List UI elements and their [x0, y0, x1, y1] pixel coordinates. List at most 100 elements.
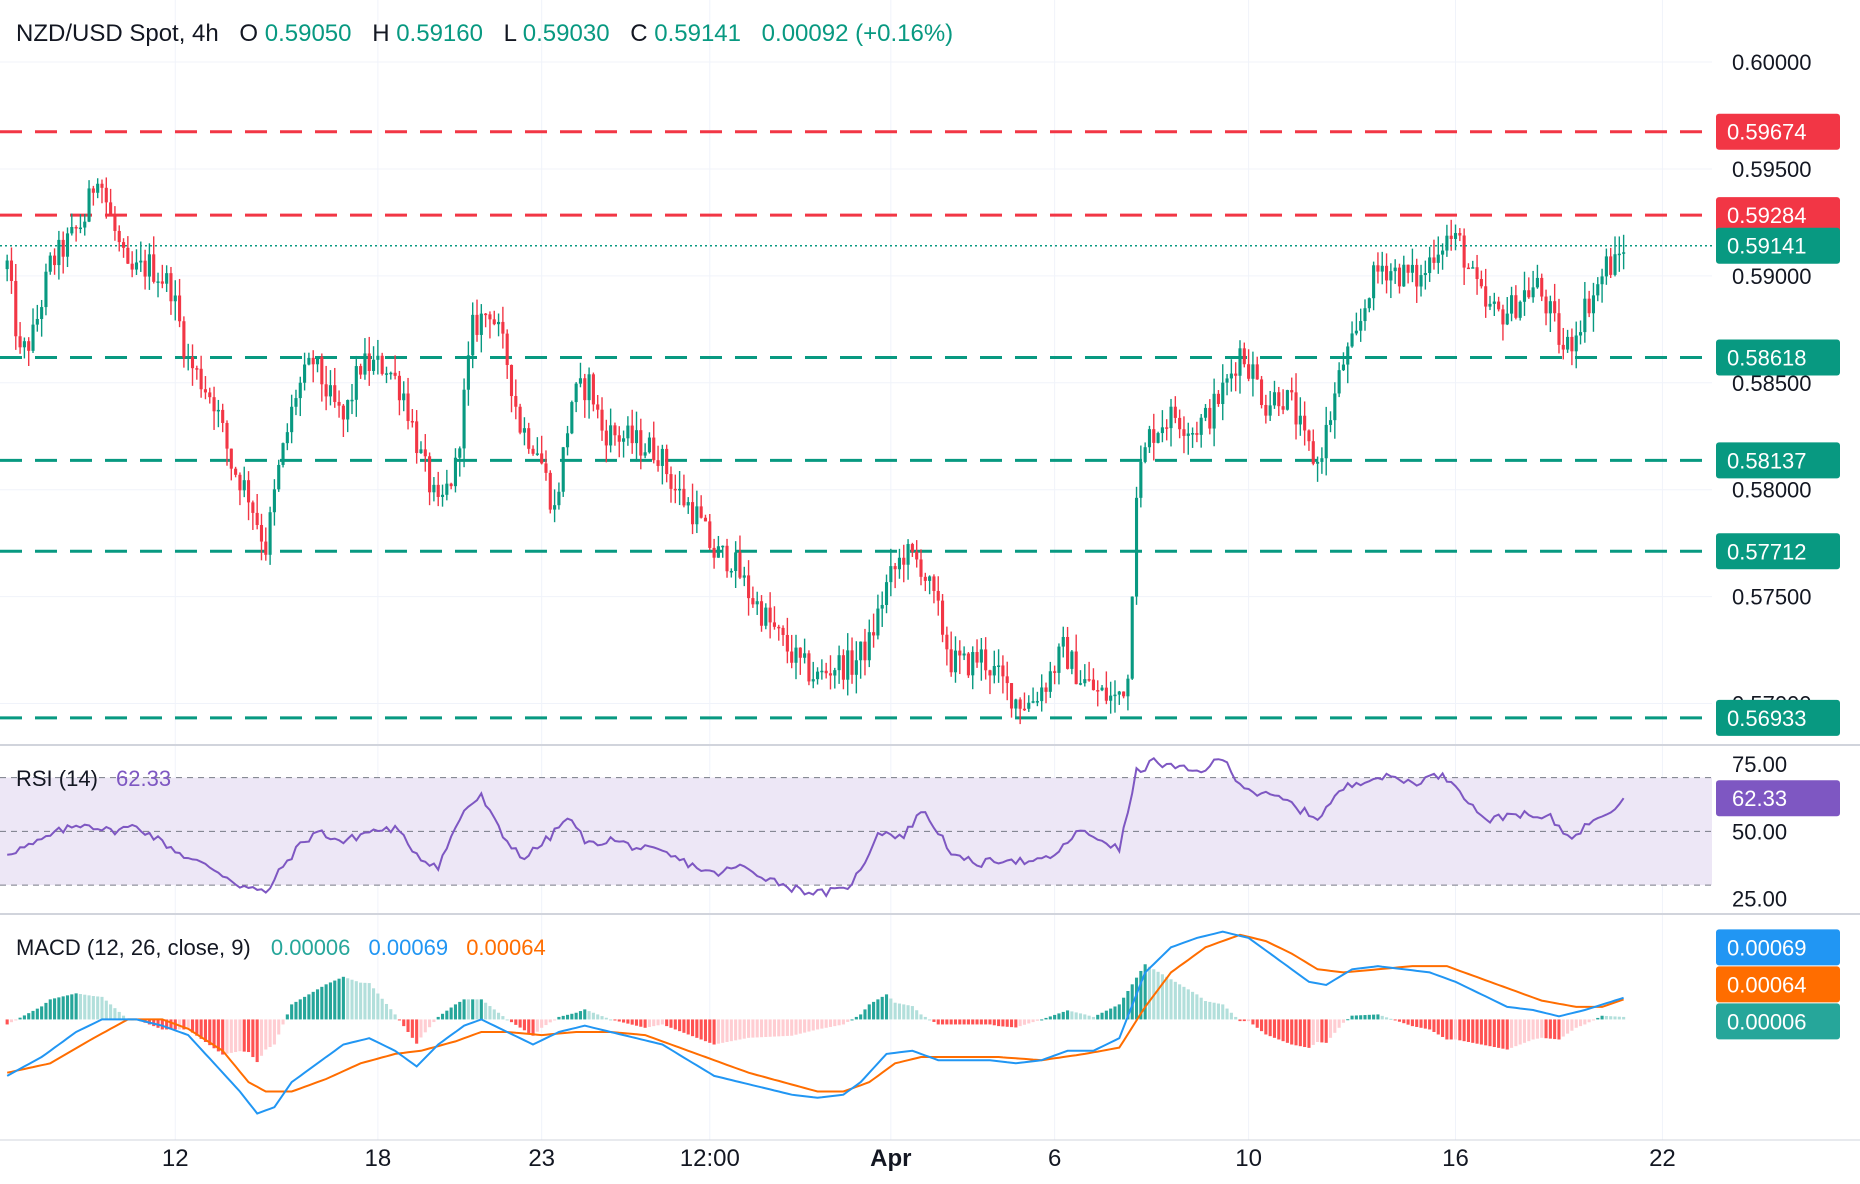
candle-body: [790, 651, 794, 663]
candle-body: [453, 457, 458, 487]
macd-histogram-bar: [837, 1019, 841, 1026]
candle-body: [1113, 694, 1117, 697]
macd-histogram-bar: [1199, 997, 1203, 1020]
candle-body: [1018, 699, 1022, 709]
macd-histogram-bar: [169, 1019, 173, 1030]
grid: [0, 0, 1860, 1141]
macd-histogram-bar: [1475, 1019, 1479, 1044]
candle-body: [22, 341, 26, 348]
candle-body: [1264, 405, 1268, 416]
macd-histogram-bar: [859, 1014, 863, 1020]
macd-histogram-bar: [18, 1017, 22, 1020]
candle-body: [48, 255, 52, 272]
candle-body: [199, 368, 203, 390]
candle-body: [1247, 364, 1251, 379]
candle-body: [337, 401, 341, 406]
candle-body: [1518, 301, 1522, 318]
macd-histogram-bar: [320, 986, 324, 1020]
macd-histogram-bar: [699, 1019, 703, 1040]
candle-body: [281, 443, 285, 465]
macd-legend: MACD (12, 26, close, 9) 0.00006 0.00069 …: [16, 935, 546, 960]
macd-histogram-bar: [531, 1019, 535, 1036]
candle-body: [1229, 373, 1233, 379]
candle-body: [647, 437, 651, 453]
candle-body: [1216, 393, 1220, 405]
macd-histogram-bar: [850, 1019, 854, 1021]
candle-body: [78, 227, 82, 230]
candle-body: [1617, 253, 1621, 256]
level-tag-0.58618: [1716, 339, 1840, 376]
macd-histogram-bar: [1242, 1019, 1246, 1022]
macd-histogram-bar: [747, 1019, 751, 1038]
macd-histogram-bar: [1316, 1019, 1320, 1042]
candle-body: [1035, 701, 1039, 703]
macd-histogram-value: 0.00006: [271, 935, 351, 960]
last-price-tag: [1716, 227, 1840, 264]
macd-histogram-bar: [1587, 1019, 1591, 1023]
level-label-0.58618: 0.58618: [1727, 346, 1807, 371]
candle-body: [1393, 267, 1397, 272]
macd-histogram-bar: [1393, 1019, 1397, 1021]
candle-body: [979, 649, 983, 663]
macd-histogram-bar: [1346, 1019, 1350, 1021]
macd-histogram-bar: [449, 1007, 453, 1020]
macd-histogram-bar: [1337, 1019, 1341, 1028]
candle-body: [484, 313, 488, 316]
macd-histogram-bar: [690, 1019, 695, 1037]
candle-body: [367, 353, 371, 371]
macd-histogram-bar: [1281, 1019, 1285, 1042]
macd-histogram-bar: [518, 1019, 522, 1028]
macd-histogram-bar: [820, 1019, 824, 1029]
macd-histogram-bar: [794, 1019, 798, 1035]
macd-histogram-bar: [1216, 1003, 1220, 1020]
macd-histogram-bar: [277, 1019, 281, 1035]
candle-body: [1492, 301, 1496, 304]
candle-body: [634, 430, 639, 444]
macd-histogram-bar: [1160, 974, 1164, 1020]
macd-histogram-bar: [751, 1019, 755, 1038]
macd-histogram-bar: [923, 1016, 927, 1020]
candle-body: [716, 546, 720, 558]
candle-body: [1372, 265, 1376, 299]
candle-body: [259, 525, 264, 542]
macd-histogram-bar: [83, 994, 87, 1020]
macd-histogram-bar: [1126, 991, 1130, 1020]
candle-body: [462, 389, 466, 449]
level-label-0.58137: 0.58137: [1727, 448, 1807, 473]
macd-histogram-bar: [14, 1019, 18, 1021]
macd-histogram-bar: [1428, 1019, 1432, 1030]
level-tag-0.58137: [1716, 442, 1840, 479]
macd-histogram-bar: [759, 1019, 764, 1038]
candle-body: [1091, 679, 1095, 691]
candle-body: [867, 632, 871, 661]
candle-body: [781, 627, 785, 635]
macd-histogram-bar: [333, 980, 337, 1020]
candle-body: [1453, 233, 1458, 239]
macd-histogram-bar: [1009, 1019, 1014, 1028]
candle-body: [811, 679, 815, 682]
candle-body: [1363, 308, 1367, 322]
candle-body: [1182, 429, 1186, 436]
candle-body: [997, 665, 1001, 667]
macd-histogram-bar: [941, 1019, 945, 1025]
candle-body: [393, 372, 397, 376]
candle-body: [1337, 370, 1341, 394]
candle-body: [1484, 286, 1488, 307]
candle-body: [923, 576, 927, 581]
macd-histogram-bar: [1195, 994, 1199, 1020]
macd-histogram-bar: [979, 1019, 983, 1025]
macd-histogram-bar: [1449, 1019, 1453, 1040]
candle-body: [1234, 373, 1238, 376]
macd-histogram-bar: [1169, 979, 1173, 1020]
time-axis[interactable]: 12 18 23 12:00 Apr 6 10 16 22: [162, 1145, 1676, 1172]
candle-body: [544, 463, 548, 473]
macd-histogram-bar: [1406, 1019, 1410, 1025]
macd-line-tag-label: 0.00069: [1727, 935, 1807, 960]
candle-body: [1436, 254, 1440, 263]
macd-histogram-bar: [527, 1019, 531, 1034]
candle-body: [1324, 424, 1328, 459]
candle-body: [1557, 313, 1561, 345]
candle-body: [1527, 290, 1531, 298]
macd-histogram-bar: [626, 1019, 630, 1024]
